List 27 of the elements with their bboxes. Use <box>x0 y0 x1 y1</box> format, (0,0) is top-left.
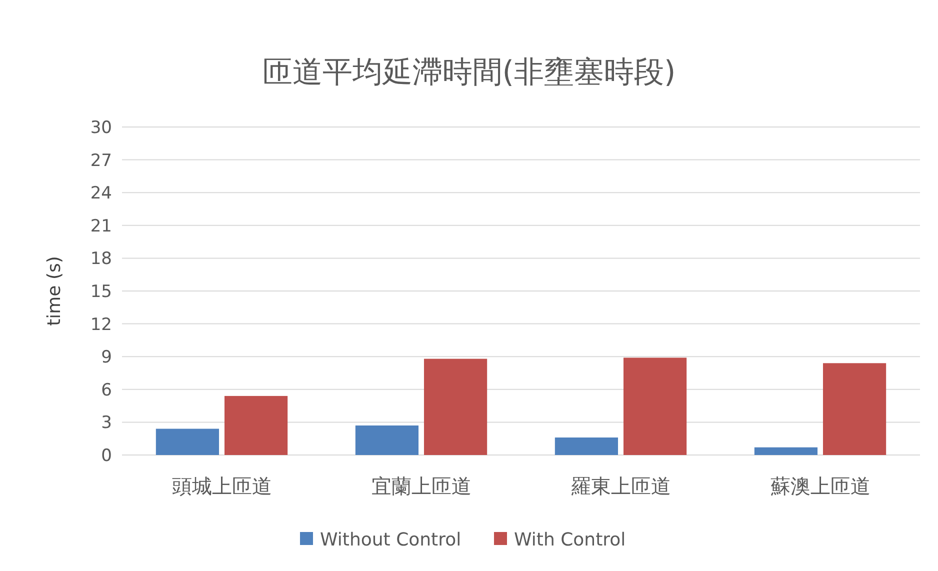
legend-label: With Control <box>514 529 626 550</box>
bar <box>623 358 687 455</box>
y-tick-label: 12 <box>90 314 112 335</box>
y-tick-label: 18 <box>90 249 112 270</box>
y-axis-title: time (s) <box>44 256 65 326</box>
legend-label: Without Control <box>320 529 462 550</box>
bar <box>224 396 288 455</box>
bar <box>822 363 886 455</box>
y-tick-label: 21 <box>90 216 112 236</box>
y-tick-label: 27 <box>90 150 112 171</box>
bar <box>355 425 419 455</box>
bar <box>156 428 220 455</box>
y-tick-label: 24 <box>90 184 112 204</box>
x-tick-label: 蘇澳上匝道 <box>770 474 870 498</box>
chart-title: 匝道平均延滯時間(非壅塞時段) <box>262 55 676 90</box>
y-tick-label: 30 <box>90 118 112 138</box>
y-tick-label: 3 <box>101 413 112 434</box>
x-tick-label: 羅東上匝道 <box>570 474 671 498</box>
y-tick-label: 6 <box>101 380 112 400</box>
y-tick-label: 15 <box>90 282 112 302</box>
bar <box>554 438 618 455</box>
bar <box>754 447 818 455</box>
y-tick-label: 9 <box>101 348 112 368</box>
x-tick-label: 宜蘭上匝道 <box>371 474 472 498</box>
y-tick-label: 0 <box>101 446 112 466</box>
x-tick-label: 頭城上匝道 <box>172 474 272 498</box>
bar <box>424 358 488 455</box>
